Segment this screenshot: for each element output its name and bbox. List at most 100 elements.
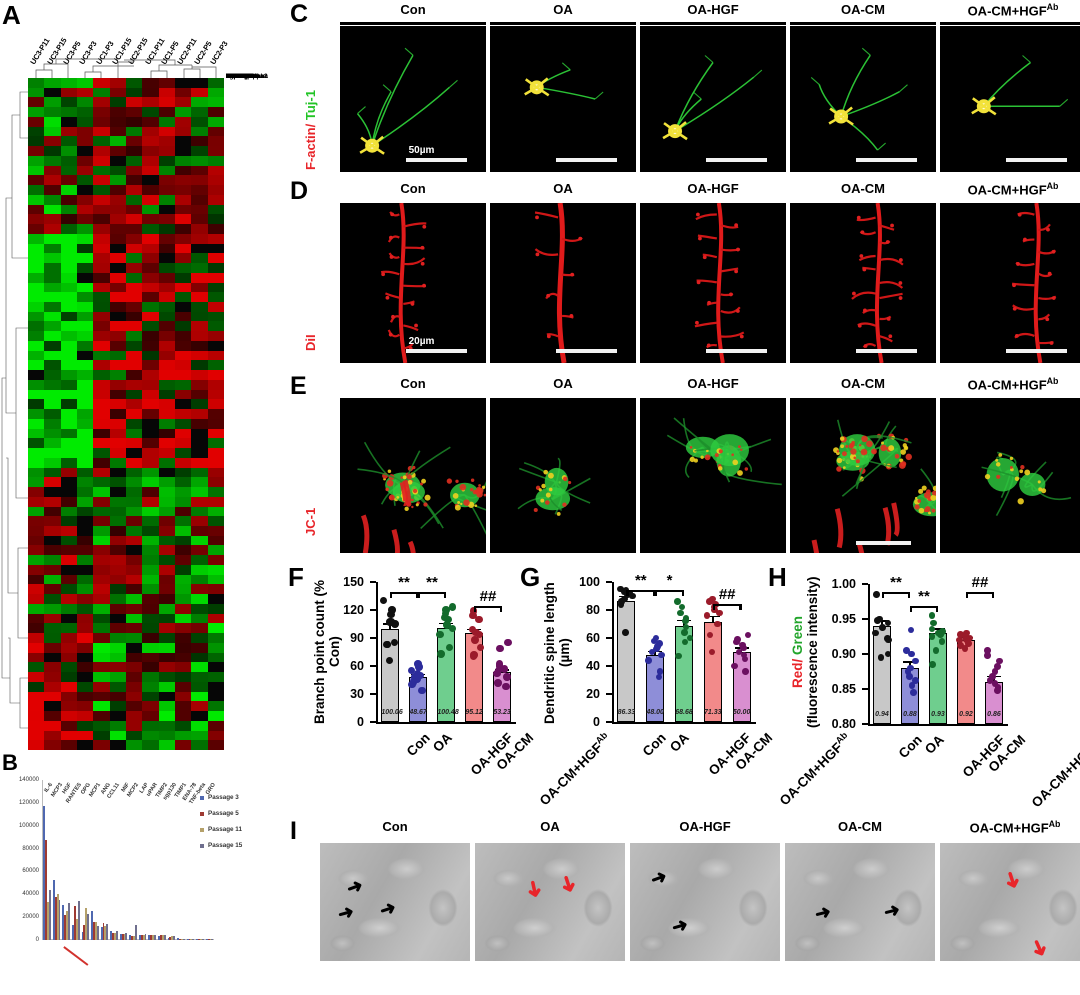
heatmap-row-label: IGF BP3 [226, 73, 251, 80]
heatmap-cell [126, 97, 143, 108]
panel-header-oa-cm: OA-CM [840, 181, 886, 196]
heatmap-cell [126, 360, 143, 371]
heatmap-cell [28, 496, 45, 507]
heatmap-cell [191, 457, 209, 468]
panel-b-bar [138, 935, 141, 940]
heatmap-cell [28, 136, 45, 147]
data-point [874, 617, 881, 624]
heatmap-cell [158, 740, 176, 751]
significance-bracket [712, 604, 742, 612]
heatmap-cell [28, 691, 45, 702]
data-point [388, 606, 396, 614]
heatmap-cell [44, 331, 62, 342]
bar-value-label: 48.00 [646, 709, 664, 716]
heatmap-cell [93, 311, 111, 322]
heatmap-row-label: IL-9 [226, 73, 238, 80]
heatmap-row-label: BMP-5 [226, 73, 246, 80]
y-tick-mark [606, 637, 612, 639]
heatmap-cell [191, 526, 209, 537]
heatmap-row-label: IL-18 Bpalpha [226, 73, 268, 80]
panel-header-con: Con [400, 2, 426, 17]
heatmap-cell [109, 155, 127, 167]
heatmap-cell [158, 613, 176, 624]
heatmap-cell [44, 594, 62, 605]
heatmap-cell [142, 506, 160, 517]
heatmap-cell [207, 107, 225, 118]
heatmap-cell [191, 467, 209, 478]
panel-b-bar-group [138, 934, 147, 940]
scale-bar [405, 158, 467, 162]
heatmap-cell [175, 448, 192, 459]
heatmap-cell [158, 136, 176, 147]
heatmap-cell [60, 496, 78, 507]
data-point [711, 606, 718, 614]
heatmap-cell [142, 136, 160, 147]
panel-header-rule [640, 22, 786, 25]
heatmap-cell [109, 331, 127, 342]
micrograph-image [490, 398, 636, 553]
micrograph-image [640, 26, 786, 172]
heatmap-cell [60, 584, 78, 595]
heatmap-cell [158, 340, 176, 352]
heatmap-cell [109, 535, 127, 546]
panel-b-legend-label: Passage 5 [208, 810, 239, 817]
heatmap-row-label: uPAR [226, 73, 243, 80]
heatmap-cell [77, 496, 94, 507]
heatmap-cell [191, 603, 209, 615]
heatmap-cell [60, 594, 78, 605]
heatmap-cell [158, 389, 176, 400]
normal-mitochondria-arrow-icon: ➜ [881, 899, 903, 924]
panel-b-bar [52, 880, 55, 940]
normal-mitochondria-arrow-icon: ➜ [812, 901, 834, 926]
data-point [963, 629, 970, 637]
heatmap-row-label: IL-2 Rgamma [226, 73, 267, 80]
heatmap-cell [175, 165, 192, 176]
heatmap-cell [28, 194, 45, 205]
heatmap-cell [207, 691, 225, 702]
heatmap-cell [44, 350, 62, 361]
x-category-con: Con [403, 730, 433, 760]
panel-i-em-images: I Con OA OA-HGF OA-CM OA-CM+HGFAb ➜ ➜ ➜ ➜ ➜ ➜ ➜ ➜ ➜ ➜… [290, 815, 1080, 995]
heatmap-cell [175, 740, 192, 751]
heatmap-cell [175, 535, 192, 546]
heatmap-cell [77, 272, 94, 283]
heatmap-cell [28, 613, 45, 624]
heatmap-cell [158, 418, 176, 429]
heatmap-cell [191, 545, 209, 556]
heatmap-cell [207, 564, 225, 576]
heatmap-cell [93, 545, 111, 556]
heatmap-cell [158, 496, 176, 507]
data-point [617, 601, 625, 608]
heatmap-cell [142, 233, 160, 244]
panel-b-bar [81, 932, 84, 940]
panel-b-bar-group [52, 880, 61, 940]
heatmap-cell [158, 535, 176, 546]
heatmap-cell [142, 438, 160, 449]
heatmap-cell [93, 467, 111, 478]
heatmap-cell [207, 302, 225, 313]
heatmap-cell [60, 146, 78, 157]
heatmap-cell [77, 302, 94, 313]
heatmap-cell [175, 642, 192, 653]
heatmap-row-label: LIF [226, 73, 236, 80]
heatmap-row-label: IL-2 Rbeta [226, 73, 257, 80]
heatmap-cell [175, 253, 192, 264]
heatmap-cell [175, 496, 192, 507]
heatmap-cell [93, 331, 111, 342]
heatmap-cell [44, 506, 62, 517]
heatmap-cell [44, 672, 62, 683]
heatmap-cell [93, 652, 111, 663]
heatmap-cell [142, 292, 160, 303]
heatmap-cell [126, 379, 143, 391]
heatmap-cell [28, 97, 45, 108]
heatmap-cell [142, 350, 160, 361]
heatmap-cell [60, 263, 78, 274]
heatmap-cell [44, 526, 62, 537]
heatmap-cell [60, 535, 78, 546]
heatmap-cell [191, 116, 209, 128]
heatmap-cell [207, 438, 225, 449]
data-point [706, 631, 714, 639]
heatmap-cell [175, 360, 192, 371]
heatmap-cell [158, 263, 176, 274]
y-tick-mark [862, 723, 868, 725]
